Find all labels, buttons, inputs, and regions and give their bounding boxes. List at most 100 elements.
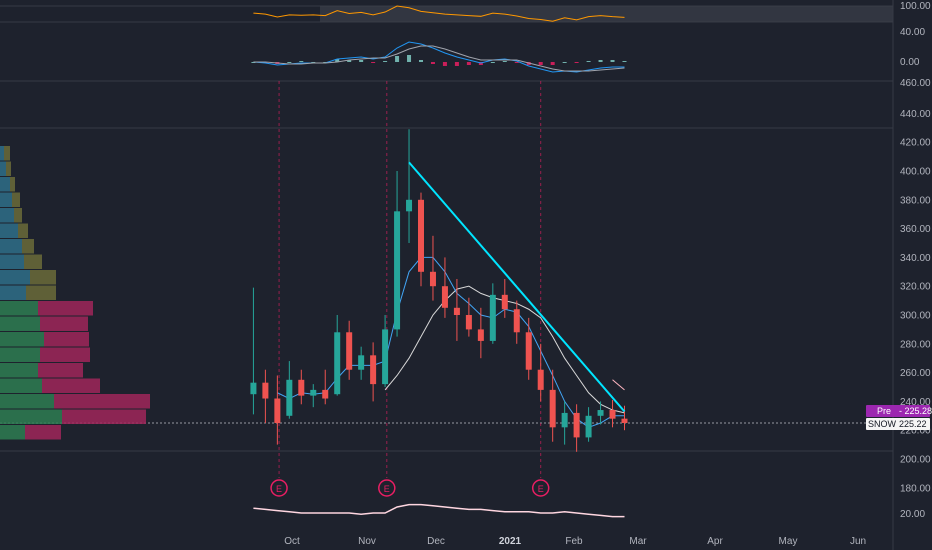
profile-bar-up (0, 394, 54, 409)
candle-body (418, 199, 424, 272)
earnings-marker (270, 479, 288, 497)
macd-histogram-bar (359, 60, 364, 62)
profile-bar-down (44, 332, 89, 347)
macd-histogram-bar (299, 61, 304, 62)
profile-bar-up (0, 425, 25, 440)
candle-body (310, 389, 317, 396)
candle-body (537, 369, 544, 390)
price-tick-label: 340.00 (900, 253, 931, 264)
profile-bar-up (0, 332, 44, 347)
candle-body (597, 410, 604, 416)
price-tick-label: 240.00 (900, 397, 931, 408)
profile-bar-up (0, 208, 14, 223)
candle-body (549, 389, 556, 428)
price-tick-label: 420.00 (900, 138, 931, 149)
candle-body (477, 329, 484, 341)
macd-histogram-bar (335, 59, 340, 62)
last-price-badge (866, 418, 930, 430)
rsi-line (253, 5, 625, 22)
last-value: 225.22 (899, 419, 927, 429)
earnings-marker (378, 479, 396, 497)
profile-bar-up (0, 347, 40, 362)
trendline (408, 161, 626, 413)
price-tick-label: 180.00 (900, 483, 931, 494)
macd-histogram-bar (466, 62, 471, 65)
profile-bar-up (0, 192, 12, 207)
last-label: SNOW (868, 419, 897, 429)
macd-histogram-bar (407, 55, 412, 62)
candle-body (585, 415, 592, 438)
time-axis-label: Nov (358, 536, 376, 547)
profile-bar-up (0, 316, 40, 331)
profile-bar-up (0, 301, 38, 316)
rsi-tick-label: 40.00 (900, 27, 925, 38)
macd-signal-line (253, 45, 625, 72)
profile-bar-up (0, 270, 30, 285)
candlesticks[interactable] (250, 129, 628, 452)
candle-body (525, 332, 532, 370)
candle-body (274, 398, 281, 423)
macd-histogram-bar (622, 61, 627, 62)
profile-bar-down (12, 192, 20, 207)
macd-histogram-bar (550, 62, 555, 65)
time-axis-label: Jun (850, 536, 866, 547)
price-tick-label: 280.00 (900, 339, 931, 350)
time-axis-label: May (779, 536, 798, 547)
candle-body (346, 332, 353, 370)
price-tick-label: 440.00 (900, 109, 931, 120)
macd-histogram-bar (287, 62, 292, 63)
time-axis-label: 2021 (499, 536, 522, 547)
time-axis-label: Mar (629, 536, 647, 547)
candle-body (322, 389, 329, 399)
profile-bar-down (24, 254, 42, 269)
candle-body (453, 307, 460, 315)
time-axis-label: Dec (427, 536, 445, 547)
profile-bar-up (0, 239, 22, 254)
time-axis-label: Apr (707, 536, 723, 547)
profile-bar-down (54, 394, 150, 409)
earnings-label: E (276, 484, 282, 494)
profile-bar-down (10, 177, 15, 192)
price-axis[interactable]: 440.00 420.00 400.00 380.00 360.00 340.00 320.… (900, 1, 931, 520)
candle-body (382, 329, 389, 385)
profile-bar-up (0, 146, 4, 161)
time-axis[interactable]: Oct Nov Dec 2021 Feb Mar Apr May Jun (284, 536, 866, 547)
macd-histogram-bar (586, 61, 591, 62)
profile-bar-down (40, 316, 88, 331)
profile-bar-up (0, 177, 10, 192)
price-tick-label: 220.00 (900, 426, 931, 437)
profile-bar-up (0, 254, 24, 269)
pre-price-badge (866, 405, 930, 417)
candle-body (609, 410, 616, 419)
volume-ma-line (253, 503, 625, 518)
candle-body (621, 418, 628, 423)
candle-body (513, 309, 520, 333)
candle-body (394, 211, 401, 330)
time-axis-label: Feb (565, 536, 583, 547)
macd-tick-label: 0.00 (900, 57, 920, 68)
macd-histogram-bar (598, 60, 603, 62)
candle-body (429, 271, 436, 287)
time-axis-label: Oct (284, 536, 300, 547)
candle-body (250, 382, 257, 395)
profile-bar-down (25, 425, 61, 440)
candle-body (298, 379, 305, 396)
profile-bar-up (0, 161, 6, 176)
price-tick-label: 300.00 (900, 311, 931, 322)
candle-body (489, 294, 496, 341)
macd-histogram-bar (442, 62, 447, 66)
pane-separators (0, 0, 894, 550)
pre-value: - 225.28 (899, 406, 932, 416)
candle-body (501, 294, 508, 310)
profile-bar-down (4, 146, 10, 161)
price-tick-label: 360.00 (900, 224, 931, 235)
macd-histogram-bar (395, 56, 400, 62)
volume-tick-label: 20.00 (900, 509, 925, 520)
macd-histogram-bar (419, 60, 423, 62)
profile-bar-down (22, 239, 34, 254)
price-tick-label: 400.00 (900, 167, 931, 178)
profile-bar-down (18, 223, 28, 238)
trendline-layer[interactable] (408, 161, 626, 413)
